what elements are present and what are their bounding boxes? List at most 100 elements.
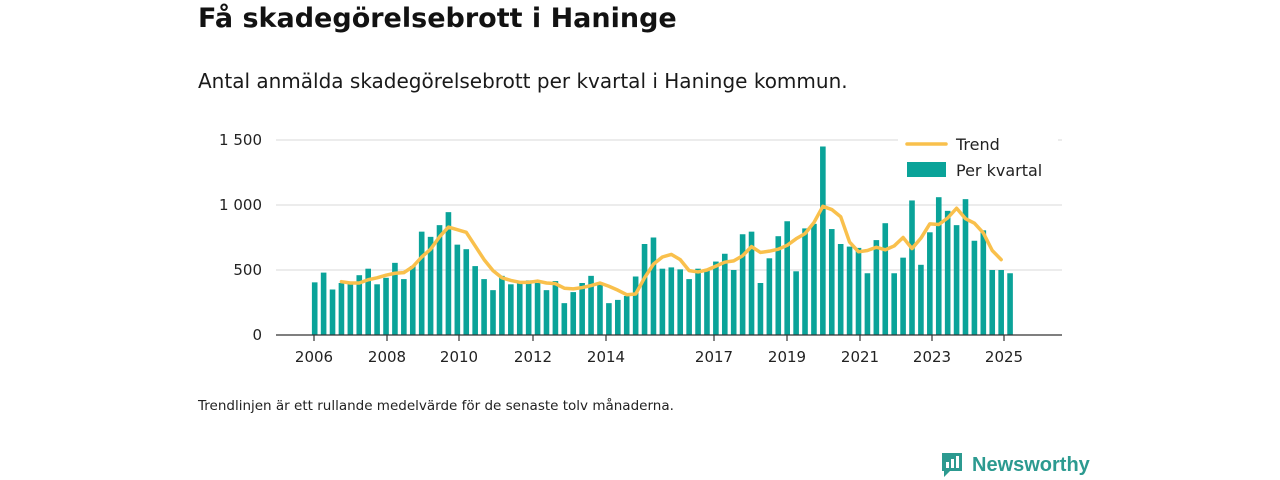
chart-subtitle: Antal anmälda skadegörelsebrott per kvar…	[198, 69, 848, 93]
bar	[962, 199, 969, 335]
legend-bar-label: Per kvartal	[956, 161, 1042, 180]
trend-line	[339, 204, 1003, 297]
bar	[579, 283, 585, 335]
bar	[775, 236, 782, 335]
bar	[641, 244, 648, 335]
x-tick-label: 2006	[295, 348, 333, 366]
bar	[561, 303, 568, 335]
x-tick-label: 2025	[985, 348, 1023, 366]
bar	[418, 231, 425, 335]
x-tick-label: 2021	[841, 348, 879, 366]
footnote: Trendlinjen är ett rullande medelvärde f…	[198, 398, 674, 414]
x-axis-ticks	[313, 335, 1005, 341]
bar	[766, 258, 773, 335]
bar	[855, 247, 862, 335]
bar	[802, 228, 808, 335]
y-tick-label: 1 500	[219, 131, 262, 149]
bar	[730, 270, 737, 335]
x-tick-label: 2014	[587, 348, 625, 366]
bar	[900, 257, 906, 335]
bar	[445, 212, 452, 335]
bar	[695, 268, 701, 335]
bar	[659, 268, 666, 335]
bar	[918, 264, 924, 335]
x-tick-label: 2008	[368, 348, 406, 366]
newsworthy-logo-icon	[942, 453, 962, 477]
bar	[864, 273, 871, 335]
bar	[552, 281, 559, 335]
bar	[508, 284, 514, 335]
bar	[356, 275, 363, 335]
bar	[401, 279, 407, 335]
x-tick-label: 2017	[695, 348, 733, 366]
bar	[606, 303, 612, 335]
bar	[525, 280, 532, 335]
x-tick-label: 2012	[514, 348, 552, 366]
bar	[615, 299, 621, 335]
bar	[971, 240, 978, 335]
bar	[499, 275, 505, 335]
y-tick-label: 1 000	[219, 196, 262, 214]
bar	[757, 283, 764, 335]
bar	[516, 281, 523, 335]
bar	[927, 232, 933, 335]
bar	[677, 269, 684, 335]
bar	[329, 289, 336, 335]
bar	[980, 230, 987, 335]
y-tick-label: 0	[252, 326, 262, 344]
bar	[820, 146, 826, 335]
brand-logo: Newsworthy	[940, 451, 1090, 479]
bar	[463, 249, 470, 335]
bar	[570, 292, 577, 335]
legend: Trend Per kvartal	[898, 132, 1058, 184]
bar	[427, 236, 434, 335]
bar	[944, 210, 951, 335]
bar	[686, 279, 692, 335]
bar	[409, 266, 416, 335]
bar	[374, 284, 380, 335]
bar	[953, 225, 960, 335]
bar	[739, 234, 746, 335]
bar	[828, 229, 835, 335]
bar	[623, 296, 630, 335]
x-tick-label: 2010	[440, 348, 478, 366]
bar	[784, 221, 790, 335]
bar	[472, 266, 478, 335]
bar	[721, 253, 728, 335]
bar	[392, 262, 398, 335]
bar	[543, 290, 550, 335]
bar	[597, 283, 603, 335]
bar	[668, 267, 675, 335]
x-tick-label: 2023	[913, 348, 951, 366]
bar	[793, 271, 799, 335]
legend-trend-label: Trend	[955, 135, 1000, 154]
bar	[481, 279, 487, 335]
bar	[704, 269, 710, 335]
bar	[534, 283, 541, 335]
x-tick-label: 2019	[768, 348, 806, 366]
bar	[882, 223, 889, 335]
bar	[454, 244, 461, 335]
bar	[383, 277, 389, 335]
chart-title: Få skadegörelsebrott i Haninge	[198, 3, 677, 34]
bar	[338, 283, 345, 335]
bar	[891, 273, 897, 335]
brand-name: Newsworthy	[972, 453, 1090, 476]
y-axis-labels: 0 500 1 000 1 500	[219, 131, 262, 344]
bar	[873, 240, 880, 335]
bar	[320, 272, 327, 335]
bar	[748, 231, 755, 335]
bar	[632, 276, 639, 335]
bar	[347, 283, 354, 335]
bar	[713, 261, 719, 335]
bar	[998, 270, 1004, 335]
bar-series	[311, 146, 1013, 335]
x-axis-labels: 2006 2008 2010 2012 2014 2017 2019 2021 2023 2025	[295, 348, 1023, 366]
bar	[909, 200, 915, 335]
bar	[588, 275, 594, 335]
bar	[365, 268, 371, 335]
bar	[490, 290, 496, 335]
bar	[436, 225, 443, 335]
bar	[989, 270, 996, 335]
